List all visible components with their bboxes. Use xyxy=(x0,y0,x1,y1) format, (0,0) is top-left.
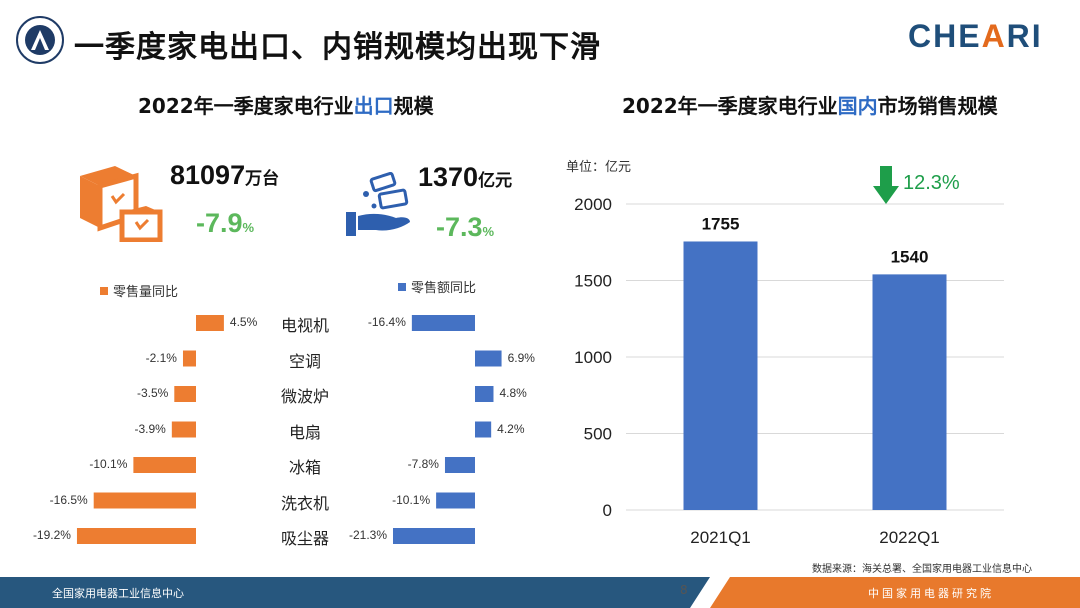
export-amount-change: -7.3% xyxy=(436,212,495,242)
amount-bar-label: 4.2% xyxy=(497,421,525,436)
footer-bar-right xyxy=(730,577,1080,608)
volume-bar-label: 4.5% xyxy=(229,315,258,329)
category-label: 电视机 xyxy=(280,316,329,335)
page-number: 8 xyxy=(680,583,688,597)
footer-divider xyxy=(640,577,730,608)
volume-bar-label: -2.1% xyxy=(145,350,177,365)
category-label: 微波炉 xyxy=(280,387,329,406)
x-tick-label: 2022Q1 xyxy=(879,528,940,547)
money-hand-icon xyxy=(346,172,410,236)
amount-bar xyxy=(475,350,502,367)
amount-bar-label: 6.9% xyxy=(507,350,535,365)
amount-bar xyxy=(436,492,475,509)
volume-bar xyxy=(171,421,196,438)
footer-bar-left xyxy=(0,577,640,608)
y-tick-label: 1000 xyxy=(574,348,612,367)
y-tick-label: 0 xyxy=(603,501,612,520)
page-title: 一季度家电出口、内销规模均出现下滑 xyxy=(74,30,601,65)
amount-bar xyxy=(392,528,475,544)
volume-bar-label: -10.1% xyxy=(89,457,128,471)
footer-org-right: 中国家用电器研究院 xyxy=(868,587,994,600)
x-tick-label: 2021Q1 xyxy=(690,528,751,547)
y-tick-label: 2000 xyxy=(574,195,612,214)
export-amount: 1370亿元 xyxy=(418,162,513,192)
bar-value-label: 1540 xyxy=(891,247,929,266)
volume-bar xyxy=(196,315,224,331)
category-label: 吸尘器 xyxy=(280,529,329,548)
category-label: 洗衣机 xyxy=(280,493,329,513)
amount-bar xyxy=(475,421,492,438)
brand-logo: CHEARI xyxy=(908,18,1043,54)
amount-bar xyxy=(475,386,494,402)
boxes-icon xyxy=(80,166,163,242)
amount-bar-label: -16.4% xyxy=(367,315,406,329)
logo-a-icon xyxy=(31,30,49,50)
volume-bar-label: -19.2% xyxy=(32,528,71,542)
export-volume: 81097万台 xyxy=(170,160,280,190)
amount-bar-label: 4.8% xyxy=(499,386,527,400)
amount-bar-label: -7.8% xyxy=(407,457,439,471)
volume-bar-label: -16.5% xyxy=(49,492,88,507)
legend-amount: 零售额同比 xyxy=(398,277,476,296)
category-label: 冰箱 xyxy=(288,458,321,477)
amount-bar-label: -21.3% xyxy=(348,528,387,542)
category-label: 空调 xyxy=(288,351,321,371)
retail-yoy-chart xyxy=(76,315,502,544)
decline-label: 12.3% xyxy=(903,172,960,194)
volume-bar-label: -3.5% xyxy=(136,386,169,400)
amount-bar xyxy=(411,315,475,331)
export-volume-change: -7.9% xyxy=(196,208,255,238)
volume-bar-label: -3.9% xyxy=(134,421,166,436)
amount-bar-label: -10.1% xyxy=(392,492,431,507)
domestic-sales-chart: 0 500 1000 1500 2000 1755 2021Q1 1540 2022Q1 xyxy=(574,195,1004,547)
volume-bar xyxy=(76,528,196,544)
volume-bar xyxy=(133,457,196,473)
amount-bar xyxy=(444,457,475,473)
source-note: 数据来源：海关总署、全国家用电器工业信息中心 xyxy=(812,564,1032,575)
y-tick-label: 1500 xyxy=(574,272,612,291)
down-arrow-icon xyxy=(873,166,899,204)
legend-swatch xyxy=(100,286,108,295)
volume-bar xyxy=(93,492,196,509)
volume-bar xyxy=(174,386,196,402)
org-logo xyxy=(16,16,64,64)
domestic-section-title: 2022年一季度家电行业国内市场销售规模 xyxy=(622,94,998,118)
category-label: 电扇 xyxy=(288,422,321,442)
bar-value-label: 1755 xyxy=(702,214,740,233)
legend-swatch xyxy=(398,282,406,291)
legend-volume: 零售量同比 xyxy=(100,281,178,300)
y-tick-label: 500 xyxy=(584,425,612,444)
export-section-title: 2022年一季度家电行业出口规模 xyxy=(138,94,434,118)
volume-bar xyxy=(182,350,196,367)
sales-bar xyxy=(872,274,947,510)
unit-label: 单位：亿元 xyxy=(566,160,632,175)
footer-org-left: 全国家用电器工业信息中心 xyxy=(52,587,184,600)
sales-bar xyxy=(683,241,758,511)
